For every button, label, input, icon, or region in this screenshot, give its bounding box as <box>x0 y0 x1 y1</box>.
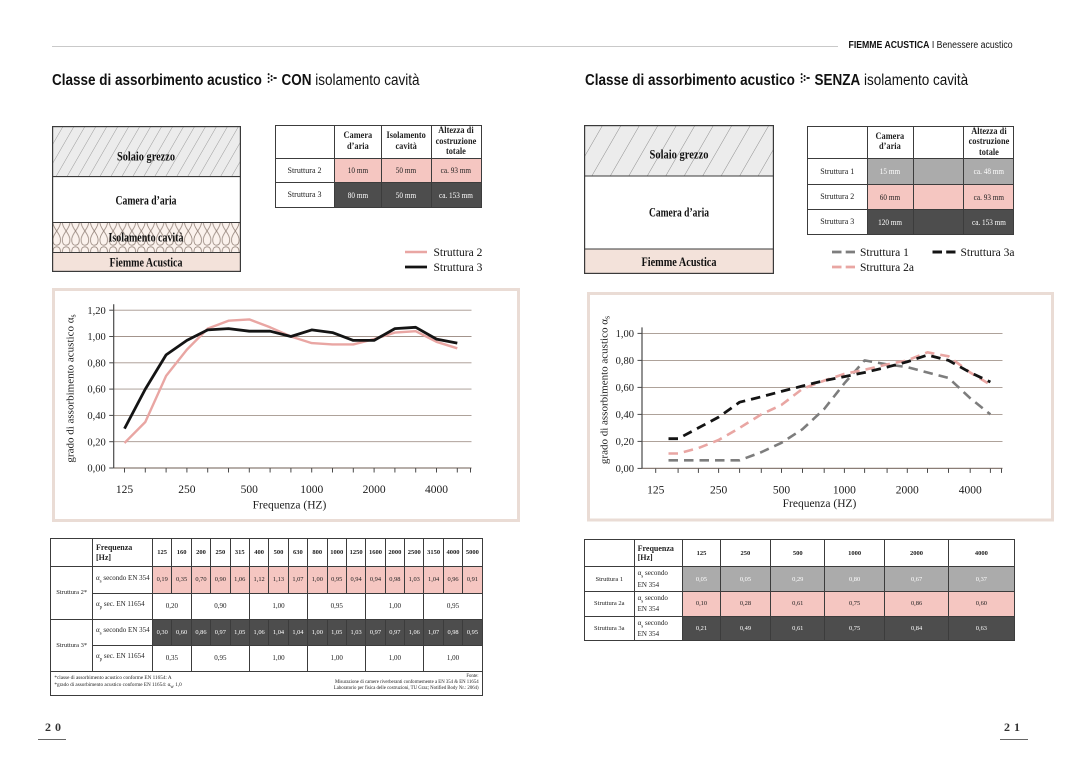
svg-text:4000: 4000 <box>958 484 981 496</box>
svg-text:grado di assorbimento acustico: grado di assorbimento acustico αs <box>64 314 77 462</box>
svg-text:0,40: 0,40 <box>615 410 633 421</box>
svg-text:Fiemme Acustica: Fiemme Acustica <box>641 255 717 269</box>
svg-text:1,00: 1,00 <box>87 332 105 343</box>
svg-text:grado di assorbimento acustico: grado di assorbimento acustico αs <box>598 316 611 464</box>
svg-text:Isolamento cavità: Isolamento cavità <box>109 230 185 244</box>
svg-text:Struttura 1: Struttura 1 <box>860 247 909 259</box>
svg-text:500: 500 <box>240 484 257 496</box>
svg-text:1000: 1000 <box>832 484 855 496</box>
svg-text:Struttura 3: Struttura 3 <box>434 262 483 274</box>
svg-text:Camera d’aria: Camera d’aria <box>649 206 710 220</box>
svg-text:1000: 1000 <box>300 484 323 496</box>
svg-text:0,80: 0,80 <box>615 356 633 367</box>
svg-text:250: 250 <box>709 484 727 496</box>
svg-text:Camera d’aria: Camera d’aria <box>116 193 178 207</box>
svg-text:500: 500 <box>772 484 790 496</box>
svg-text:125: 125 <box>647 484 665 496</box>
svg-text:0,00: 0,00 <box>615 464 633 475</box>
svg-text:250: 250 <box>178 484 196 496</box>
svg-text:0,60: 0,60 <box>615 383 633 394</box>
svg-text:1,20: 1,20 <box>87 305 105 316</box>
svg-text:0,80: 0,80 <box>87 358 105 369</box>
svg-text:125: 125 <box>115 484 133 496</box>
svg-text:4000: 4000 <box>425 484 448 496</box>
svg-text:Solaio grezzo: Solaio grezzo <box>117 149 175 163</box>
svg-text:Fiemme Acustica: Fiemme Acustica <box>110 255 184 269</box>
svg-text:2000: 2000 <box>362 484 385 496</box>
svg-text:Struttura 2a: Struttura 2a <box>860 262 914 274</box>
svg-text:2000: 2000 <box>895 484 918 496</box>
svg-text:Solaio grezzo: Solaio grezzo <box>649 148 708 162</box>
svg-text:Frequenza (HZ): Frequenza (HZ) <box>782 498 856 510</box>
svg-text:Frequenza (HZ): Frequenza (HZ) <box>252 499 326 511</box>
svg-text:0,00: 0,00 <box>87 463 105 474</box>
svg-text:0,20: 0,20 <box>87 437 105 448</box>
svg-text:Struttura 2: Struttura 2 <box>434 247 483 259</box>
svg-text:1,00: 1,00 <box>615 329 633 340</box>
svg-text:0,40: 0,40 <box>87 411 105 422</box>
svg-text:0,20: 0,20 <box>615 437 633 448</box>
svg-text:Struttura 3a: Struttura 3a <box>961 247 1015 259</box>
svg-text:0,60: 0,60 <box>87 384 105 395</box>
